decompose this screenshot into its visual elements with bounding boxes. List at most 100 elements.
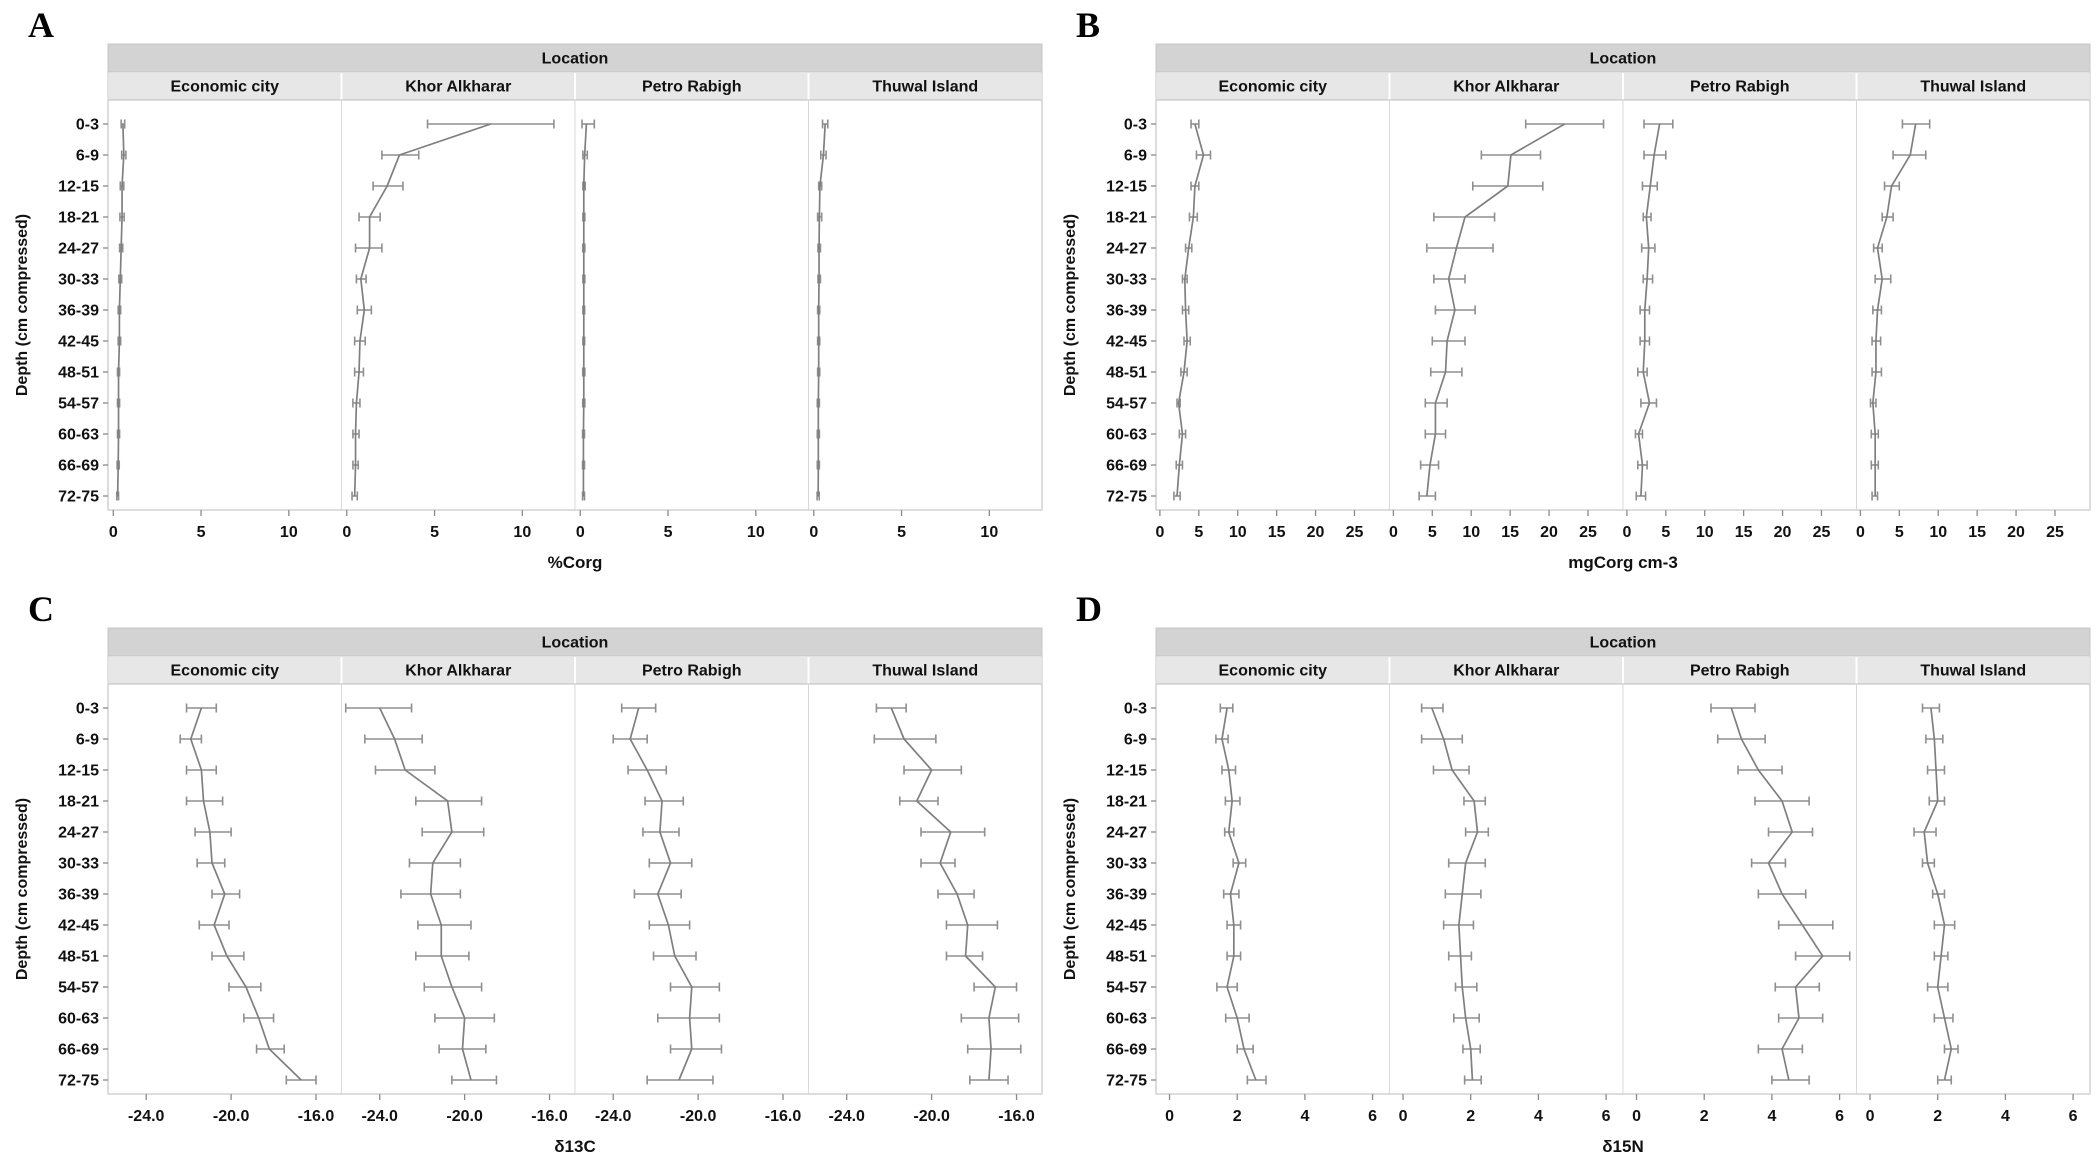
depth-bin-label: 24-27	[1106, 825, 1147, 842]
facet-petro-rabigh: 0 5 10	[576, 119, 765, 541]
x-tick-label: 20	[1540, 524, 1558, 541]
x-tick-label: 5	[197, 524, 206, 541]
x-tick-label: -16.0	[765, 1108, 802, 1125]
location-strip	[1155, 627, 2091, 657]
y-axis-title: Depth (cm compressed)	[14, 214, 31, 396]
depth-bin-label: 36-39	[1106, 887, 1147, 904]
x-tick-label: 25	[2046, 524, 2064, 541]
facet-thuwal-island: 0 5 10 15 20 25	[1856, 119, 2064, 541]
x-tick-label: 0	[809, 524, 818, 541]
x-tick-label: 25	[1579, 524, 1597, 541]
depth-bin-label: 42-45	[1106, 918, 1147, 935]
y-axis-title: Depth (cm compressed)	[14, 798, 31, 980]
facet-strip-label: Khor Alkharar	[1453, 663, 1559, 680]
x-tick-label: 0	[1399, 1108, 1408, 1125]
x-tick-label: 0	[342, 524, 351, 541]
x-tick-label: 25	[1813, 524, 1831, 541]
x-tick-label: 10	[747, 524, 765, 541]
depth-bin-label: 42-45	[58, 918, 99, 935]
facet-strip-label: Petro Rabigh	[1690, 79, 1790, 96]
x-tick-label: 5	[1895, 524, 1904, 541]
depth-bin-label: 72-75	[1106, 1073, 1147, 1090]
depth-bin-label: 30-33	[58, 856, 99, 873]
profile-line	[1221, 707, 1257, 1081]
x-tick-label: 20	[1774, 524, 1792, 541]
profile-line	[116, 123, 125, 497]
x-tick-label: 0	[1856, 524, 1865, 541]
depth-bin-label: 48-51	[58, 365, 99, 382]
depth-bin-label: 6-9	[76, 148, 99, 165]
facet-strip-label: Petro Rabigh	[1690, 663, 1790, 680]
depth-bin-label: 54-57	[1106, 980, 1147, 997]
x-tick-label: 15	[1735, 524, 1753, 541]
profile-line	[1730, 707, 1824, 1081]
facet-economic-city: 0 2 4 6	[1165, 703, 1377, 1125]
x-tick-label: -24.0	[128, 1108, 165, 1125]
x-tick-label: 10	[1462, 524, 1480, 541]
x-tick-label: 0	[1155, 524, 1164, 541]
facet-khor-alkharar: 0 2 4 6	[1399, 703, 1611, 1125]
x-tick-label: 10	[980, 524, 998, 541]
x-tick-label: 2	[1933, 1108, 1942, 1125]
depth-bin-label: 6-9	[76, 732, 99, 749]
facet-strip	[1390, 73, 1622, 100]
depth-bin-label: 54-57	[58, 396, 99, 413]
location-strip-title: Location	[1590, 51, 1657, 68]
profile-line	[378, 707, 472, 1081]
depth-bin-label: 24-27	[1106, 241, 1147, 258]
x-tick-label: 4	[1534, 1108, 1543, 1125]
facet-economic-city: -24.0 -20.0 -16.0	[128, 703, 334, 1125]
depth-bin-label: 6-9	[1124, 732, 1147, 749]
depth-bin-label: 12-15	[58, 179, 99, 196]
facet-strip	[576, 73, 808, 100]
profile-line	[890, 707, 997, 1081]
x-tick-label: 0	[1165, 1108, 1174, 1125]
profile-line	[817, 123, 827, 497]
depth-bin-label: 18-21	[1106, 210, 1147, 227]
x-tick-label: 6	[1602, 1108, 1611, 1125]
depth-bin-label: 18-21	[1106, 794, 1147, 811]
depth-bin-label: 30-33	[1106, 272, 1147, 289]
facet-khor-alkharar: 0 5 10	[342, 119, 555, 541]
panel-a-chart: Location Economic city Khor Alkharar Petro …	[14, 43, 1043, 572]
facet-strip	[1624, 73, 1856, 100]
x-tick-label: -16.0	[531, 1108, 568, 1125]
depth-bin-label: 66-69	[58, 458, 99, 475]
x-tick-label: 6	[2069, 1108, 2078, 1125]
facet-thuwal-island: 0 5 10	[809, 119, 998, 541]
x-tick-label: 10	[1929, 524, 1947, 541]
x-tick-label: 4	[1767, 1108, 1776, 1125]
depth-bin-label: 18-21	[58, 794, 99, 811]
depth-bin-label: 48-51	[1106, 949, 1147, 966]
x-tick-label: 15	[1268, 524, 1286, 541]
x-tick-label: 10	[280, 524, 298, 541]
depth-bin-label: 12-15	[1106, 763, 1147, 780]
x-tick-label: 0	[109, 524, 118, 541]
x-tick-label: 25	[1346, 524, 1364, 541]
x-tick-label: 5	[1194, 524, 1203, 541]
x-tick-label: 6	[1368, 1108, 1377, 1125]
depth-bin-label: 60-63	[1106, 1011, 1147, 1028]
depth-bin-label: 72-75	[58, 489, 99, 506]
panel-a-letter: A	[28, 5, 54, 45]
location-strip	[107, 627, 1043, 657]
profile-line	[1176, 123, 1205, 497]
facet-strip-label: Petro Rabigh	[642, 663, 742, 680]
x-tick-label: 4	[1300, 1108, 1309, 1125]
depth-bin-label: 72-75	[58, 1073, 99, 1090]
facet-strip-label: Khor Alkharar	[405, 663, 511, 680]
panel-d: D Location Economic city Khor Alkharar Petr…	[1058, 588, 2098, 1165]
profile-line	[189, 707, 302, 1081]
location-strip	[107, 43, 1043, 73]
x-tick-label: 15	[1501, 524, 1519, 541]
facet-strip	[1857, 657, 2089, 684]
x-tick-label: 5	[897, 524, 906, 541]
profile-line	[629, 707, 693, 1081]
x-axis-title: %Corg	[548, 553, 603, 572]
facet-thuwal-island: -24.0 -20.0 -16.0	[828, 703, 1035, 1125]
depth-bin-label: 0-3	[76, 117, 99, 134]
depth-bin-label: 0-3	[1124, 701, 1147, 718]
x-tick-label: 10	[513, 524, 531, 541]
depth-bin-label: 60-63	[58, 1011, 99, 1028]
